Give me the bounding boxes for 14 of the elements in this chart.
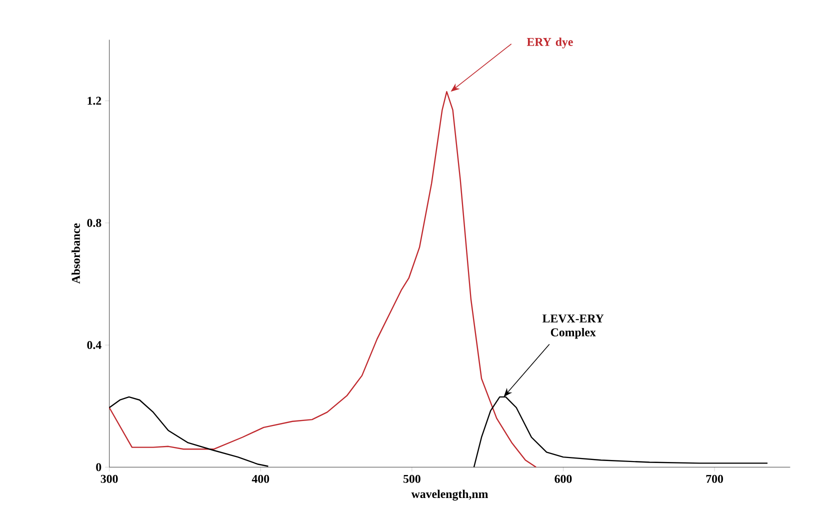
x-tick-label: 600 — [554, 474, 572, 484]
x-axis-title: wavelength,nm — [411, 490, 488, 501]
line-series — [108, 91, 537, 468]
y-tick-label: 0.8 — [87, 219, 102, 228]
x-tick-label: 500 — [404, 474, 420, 484]
text: LEVX-ERY Complex — [542, 314, 604, 339]
text: ERY dye — [526, 38, 573, 48]
y-tick-label: 0 — [96, 463, 102, 472]
x-tick-label: 400 — [252, 474, 270, 484]
y-tick-label: 0.4 — [87, 341, 102, 350]
y-axis-title: Absorbance — [72, 224, 80, 284]
x-tick-label: 700 — [706, 474, 723, 484]
x-tick-label: 300 — [100, 474, 118, 484]
y-tick-label: 1.2 — [88, 96, 102, 105]
